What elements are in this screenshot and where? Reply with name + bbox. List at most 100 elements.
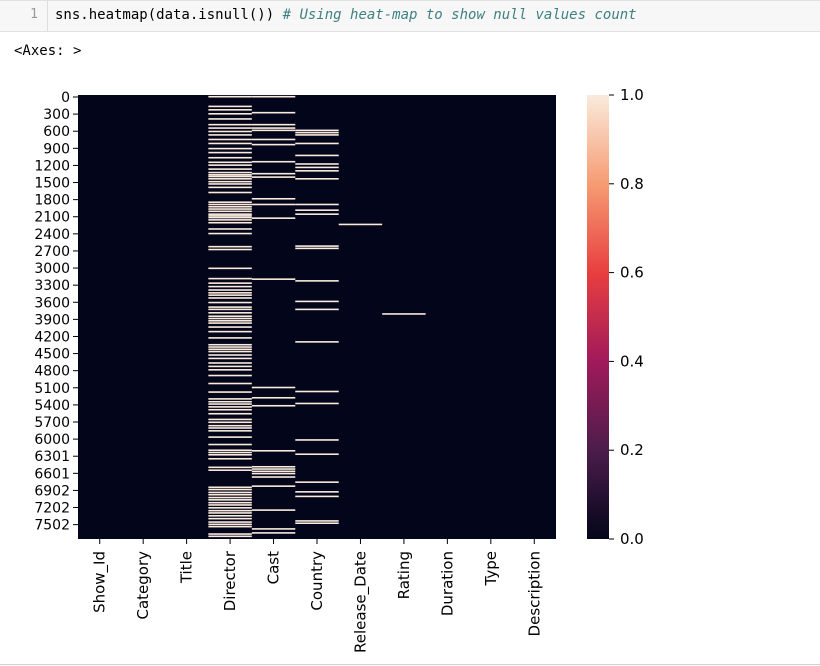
heatmap-null-cell [208, 362, 252, 364]
heatmap-null-cell [208, 525, 252, 528]
heatmap-null-cell [208, 322, 252, 324]
heatmap-null-cell [208, 174, 252, 176]
heatmap-null-cell [208, 369, 252, 371]
heatmap-null-cell [295, 129, 339, 132]
heatmap-null-cell [208, 449, 252, 452]
heatmap-null-cell [208, 443, 252, 446]
heatmap-null-cell [208, 391, 252, 393]
heatmap-null-cell [208, 186, 252, 189]
heatmap-null-cell [208, 315, 252, 318]
heatmap-null-cell [208, 142, 252, 145]
colorbar-tick-label: 0.6 [620, 264, 644, 282]
heatmap-null-cell [208, 175, 252, 178]
heatmap-null-cell [208, 535, 252, 538]
heatmap-null-cell [338, 223, 383, 226]
y-tick-label: 600 [43, 124, 70, 140]
y-tick-label: 0 [61, 90, 70, 106]
x-tick-label: Release_Date [351, 551, 370, 653]
y-tick-label: 5100 [34, 381, 70, 397]
heatmap-null-cell [295, 495, 339, 498]
heatmap-null-cell [251, 143, 296, 146]
y-tick-label: 2100 [34, 210, 70, 226]
heatmap-null-cell [208, 219, 252, 221]
heatmap-null-cell [208, 277, 252, 280]
heatmap-null-cell [208, 210, 252, 213]
y-tick-label: 4200 [34, 329, 70, 345]
heatmap-null-cell [251, 386, 296, 389]
heatmap-null-cell [208, 453, 252, 456]
y-tick-label: 1200 [34, 158, 70, 174]
heatmap-null-cell [208, 213, 252, 215]
heatmap-null-cell [251, 485, 296, 487]
y-tick-label: 6902 [34, 483, 70, 499]
heatmap-null-cell [295, 178, 339, 180]
cell-divider [0, 664, 820, 665]
code-line[interactable]: sns.heatmap(data.isnull()) # Using heat-… [55, 7, 637, 23]
heatmap-null-cell [295, 245, 339, 247]
heatmap-null-cell [208, 191, 252, 194]
heatmap-null-cell [295, 134, 339, 136]
heatmap-null-cell [208, 400, 252, 403]
y-tick-label: 3000 [34, 261, 70, 277]
heatmap-null-cell [251, 127, 296, 129]
heatmap-null-cell [208, 523, 252, 526]
heatmap-null-cell [208, 123, 252, 126]
heatmap-null-cell [208, 221, 252, 224]
heatmap-null-cell [251, 217, 296, 219]
heatmap-null-cell [208, 406, 252, 408]
heatmap-null-cell [208, 466, 252, 469]
heatmap-null-cell [208, 507, 252, 509]
heatmap-null-cell [208, 109, 252, 111]
heatmap-null-cell [251, 404, 296, 407]
heatmap-null-cell [251, 468, 296, 470]
heatmap-null-cell [208, 205, 252, 208]
heatmap-null-cell [208, 430, 252, 432]
x-tick-label: Category [134, 551, 152, 620]
heatmap-null-cell [208, 294, 252, 296]
colorbar-tick-label: 0.0 [620, 530, 644, 548]
heatmap-null-cell [295, 163, 339, 165]
heatmap-null-cell [208, 343, 252, 346]
heatmap-null-cell [208, 118, 252, 120]
code-text: sns.heatmap(data.isnull()) [55, 7, 275, 23]
heatmap-null-cell [208, 301, 252, 304]
heatmap-null-cell [295, 213, 339, 215]
heatmap-null-cell [208, 161, 252, 164]
heatmap-null-cell [208, 488, 252, 491]
heatmap-null-cell [208, 297, 252, 299]
heatmap-null-cell [208, 354, 252, 356]
heatmap-null-cell [208, 330, 252, 333]
heatmap-null-cell [208, 232, 252, 235]
heatmap-null-cell [208, 180, 252, 183]
heatmap-null-cell [251, 470, 296, 473]
x-tick-label: Cast [265, 551, 283, 584]
heatmap-null-cell [208, 504, 252, 506]
heatmap-null-cell [208, 357, 252, 360]
x-tick-label: Description [525, 551, 543, 636]
code-cell-input[interactable]: 1 sns.heatmap(data.isnull()) # Using hea… [0, 0, 820, 32]
y-tick-label: 7502 [34, 518, 70, 534]
x-tick-label: Title [178, 551, 196, 584]
heatmap-null-cell [295, 154, 339, 157]
heatmap-null-cell [208, 398, 252, 400]
line-number-gutter: 1 [0, 1, 48, 31]
heatmap-null-cell [251, 203, 296, 206]
heatmap-null-cell [208, 319, 252, 322]
heatmap-null-cell [208, 147, 252, 150]
heatmap-null-cell [208, 337, 252, 339]
y-tick-label: 1800 [34, 193, 70, 209]
heatmap-null-cell [208, 365, 252, 368]
heatmap-null-cell [208, 216, 252, 219]
heatmap-null-cell [208, 346, 252, 348]
heatmap-null-cell [208, 501, 252, 504]
heatmap-null-cell [208, 308, 252, 311]
line-number: 1 [30, 7, 38, 22]
x-tick-label: Duration [438, 551, 456, 616]
y-tick-label: 2700 [34, 244, 70, 260]
y-tick-label: 7202 [34, 501, 70, 517]
y-tick-label: 3600 [34, 295, 70, 311]
heatmap-null-cell [208, 228, 252, 230]
heatmap-null-cell [208, 517, 252, 520]
heatmap-null-cell [295, 280, 339, 282]
